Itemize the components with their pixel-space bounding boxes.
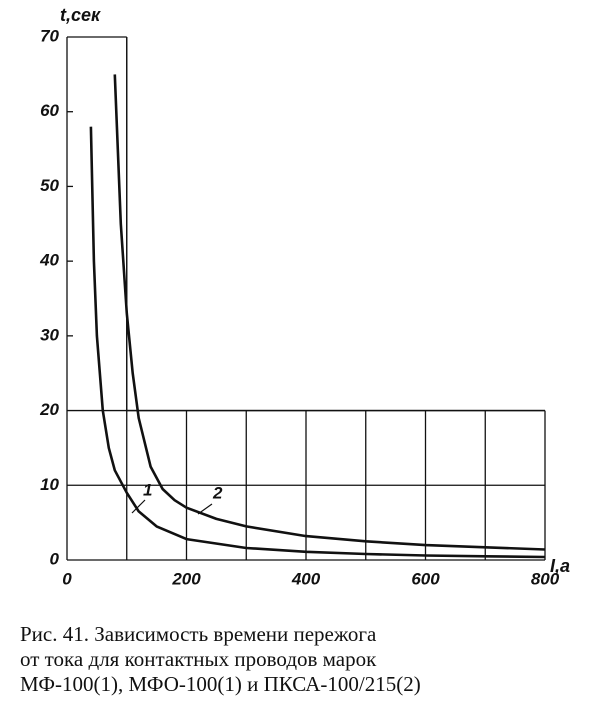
curve-label: 1: [143, 480, 152, 499]
y-axis-label: t,сек: [60, 5, 101, 25]
x-axis-label: I,а: [550, 556, 570, 576]
curve-label: 2: [212, 483, 223, 502]
caption-line: от тока для контактных проводов марок: [20, 647, 377, 671]
y-tick-label: 0: [50, 549, 60, 568]
y-tick-label: 50: [40, 176, 59, 195]
caption-line: МФ-100(1), МФО-100(1) и ПКСА-100/215(2): [20, 672, 421, 696]
curve-label-leader: [131, 499, 146, 514]
y-tick-label: 40: [39, 251, 59, 270]
x-tick-label: 0: [62, 569, 72, 588]
curve-label-leader: [197, 503, 213, 515]
curve: [89, 126, 546, 559]
x-tick-label: 800: [531, 569, 560, 588]
y-tick-label: 60: [40, 101, 59, 120]
y-tick-label: 30: [40, 325, 59, 344]
y-tick-label: 10: [40, 475, 59, 494]
x-tick-label: 200: [171, 569, 201, 588]
curve: [113, 74, 546, 551]
x-tick-label: 600: [411, 569, 440, 588]
y-tick-label: 70: [40, 26, 59, 45]
y-tick-label: 20: [39, 400, 59, 419]
caption-line: Рис. 41. Зависимость времени пережога: [20, 622, 377, 646]
x-tick-label: 400: [291, 569, 321, 588]
